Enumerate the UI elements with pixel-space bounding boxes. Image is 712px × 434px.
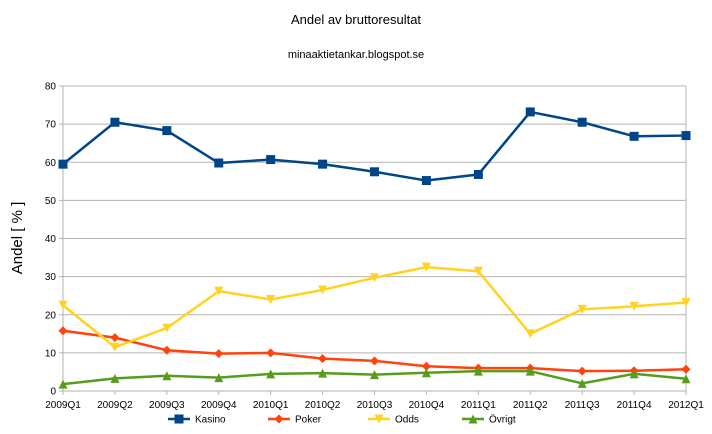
y-axis-label: Andel [ % ]	[9, 202, 26, 275]
series-lines	[58, 107, 691, 389]
data-point	[162, 323, 172, 333]
data-point	[162, 126, 172, 136]
data-point	[577, 304, 587, 314]
x-tick-label: 2010Q1	[253, 400, 289, 411]
data-point	[318, 159, 328, 169]
chart-subtitle: minaaktietankar.blogspot.se	[288, 49, 424, 61]
data-point	[473, 169, 483, 179]
data-point	[421, 368, 431, 378]
data-point	[162, 371, 172, 381]
axes	[59, 85, 687, 395]
y-tick-label: 60	[45, 158, 57, 169]
legend-label: Kasino	[195, 415, 226, 426]
x-tick-label: 2012Q1	[668, 400, 704, 411]
data-point	[266, 155, 276, 165]
x-tick-label: 2009Q4	[201, 400, 237, 411]
x-tick-label: 2011Q4	[617, 400, 652, 411]
data-point	[577, 366, 587, 376]
data-point	[370, 167, 379, 177]
chart-title: Andel av bruttoresultat	[291, 12, 421, 27]
legend-swatch-marker	[374, 414, 384, 424]
y-tick-label: 30	[45, 272, 57, 283]
x-tick-label: 2009Q2	[97, 400, 133, 411]
data-point	[370, 370, 379, 380]
data-point	[214, 286, 224, 296]
legend-label: Poker	[295, 415, 322, 426]
legend-swatch-marker	[174, 414, 184, 424]
x-tick-label: 2010Q2	[305, 400, 341, 411]
data-point	[473, 266, 483, 276]
x-tick-label: 2010Q3	[357, 400, 393, 411]
data-point	[58, 300, 68, 310]
data-point	[525, 107, 535, 117]
data-point	[162, 345, 172, 355]
legend-item: Odds	[368, 414, 419, 426]
legend-label: Övrigt	[489, 414, 516, 426]
legend-label: Odds	[395, 415, 419, 426]
data-point	[577, 117, 587, 127]
x-tick-label: 2009Q3	[149, 400, 185, 411]
data-point	[629, 301, 639, 311]
y-tick-label: 20	[45, 310, 57, 321]
data-point	[629, 131, 639, 141]
data-point	[370, 356, 379, 366]
data-point	[110, 117, 120, 127]
y-tick-label: 70	[45, 120, 57, 131]
y-tick-label: 40	[45, 234, 57, 245]
data-point	[577, 378, 587, 388]
data-point	[214, 158, 224, 168]
legend-swatch-marker	[274, 414, 284, 424]
legend: Kasino Poker Odds Övrigt	[168, 414, 516, 426]
y-tick-label: 50	[45, 196, 57, 207]
y-tick-labels: 0 10 20 30 40 50 60 70 80	[45, 82, 57, 398]
gridlines	[63, 85, 686, 392]
data-point	[266, 348, 276, 358]
data-point	[370, 273, 379, 283]
data-point	[629, 369, 639, 379]
x-tick-label: 2010Q4	[409, 400, 445, 411]
data-point	[318, 368, 328, 378]
data-point	[110, 373, 120, 383]
legend-swatch-marker	[468, 414, 478, 424]
data-point	[525, 366, 535, 376]
data-point	[110, 333, 120, 343]
data-point	[421, 176, 431, 186]
data-point	[266, 295, 276, 304]
series--vrigt	[58, 366, 691, 389]
data-point	[421, 361, 431, 371]
data-point	[318, 285, 328, 295]
data-point	[266, 369, 276, 379]
x-tick-label: 2011Q1	[461, 400, 496, 411]
series-kasino	[58, 107, 691, 186]
legend-item: Kasino	[168, 414, 226, 426]
data-point	[58, 326, 68, 336]
data-point	[58, 159, 68, 169]
data-point	[214, 349, 224, 359]
data-point	[110, 342, 120, 352]
data-point	[525, 329, 535, 339]
data-point	[681, 364, 691, 374]
y-tick-label: 10	[45, 348, 57, 359]
x-tick-label: 2009Q1	[45, 400, 81, 411]
data-point	[214, 373, 224, 383]
data-point	[58, 379, 68, 389]
data-point	[473, 366, 483, 376]
y-tick-label: 80	[45, 82, 57, 93]
data-point	[318, 354, 328, 364]
series-odds	[58, 262, 691, 352]
x-tick-label: 2011Q2	[513, 400, 548, 411]
y-tick-label: 0	[50, 387, 56, 398]
x-tick-label: 2011Q3	[565, 400, 600, 411]
x-tick-labels: 2009Q1 2009Q2 2009Q3 2009Q4 2010Q1 2010Q2 2010…	[45, 400, 704, 411]
legend-item: Poker	[268, 414, 322, 426]
legend-item: Övrigt	[462, 414, 516, 426]
data-point	[681, 298, 691, 308]
data-point	[681, 131, 691, 141]
data-point	[681, 374, 691, 384]
data-point	[421, 262, 431, 272]
